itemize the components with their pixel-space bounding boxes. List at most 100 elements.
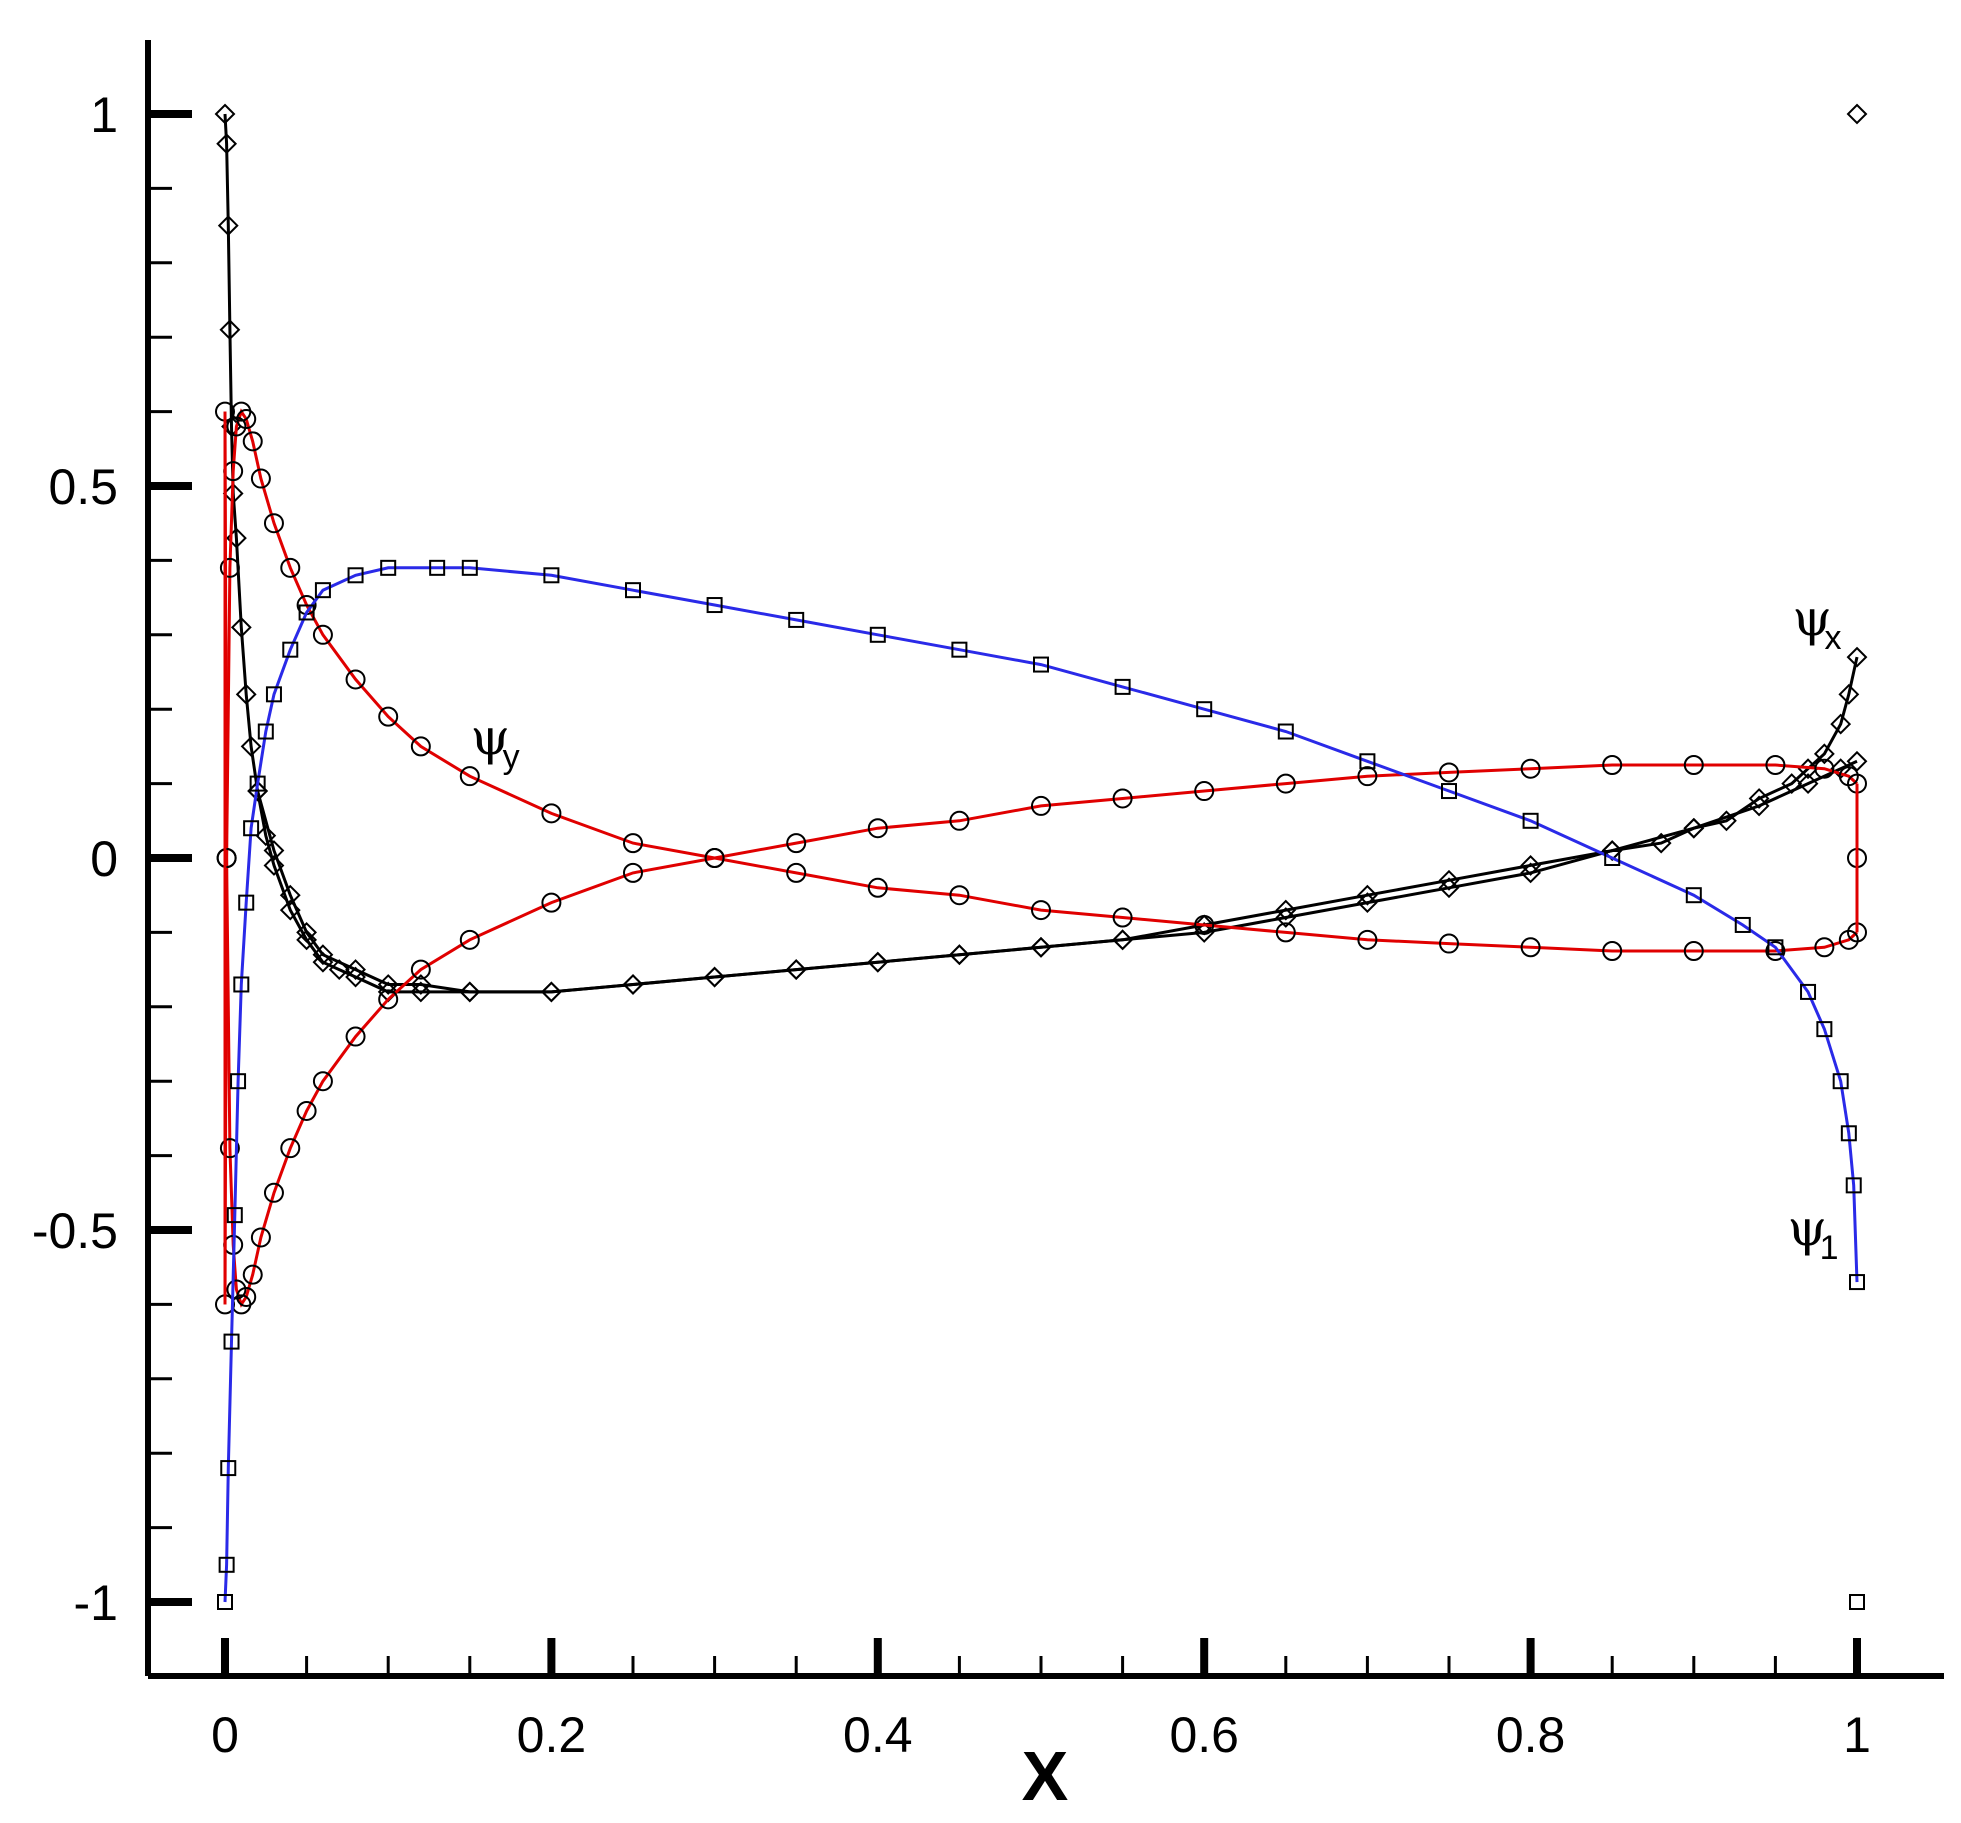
annotation-subscript: x — [1825, 619, 1842, 657]
diamond-marker — [540, 981, 562, 1003]
circle-marker — [867, 818, 888, 839]
circle-marker — [1112, 788, 1133, 809]
annotation-symbol: ψ — [1793, 589, 1832, 647]
circle-marker — [1439, 762, 1459, 783]
x-tick-label: 0 — [211, 1707, 239, 1763]
diamond-marker — [255, 825, 277, 847]
square-marker — [1604, 850, 1621, 866]
circle-marker — [1765, 755, 1786, 775]
circle-marker — [236, 409, 257, 430]
square-marker — [257, 723, 274, 740]
diamond-marker — [312, 944, 334, 966]
circle-marker — [280, 557, 301, 578]
circle-marker — [1602, 941, 1623, 961]
circle-marker — [541, 803, 562, 824]
square-marker — [1849, 1274, 1865, 1291]
circle-marker — [410, 736, 431, 757]
diamond-marker — [948, 944, 970, 966]
circle-marker — [1683, 755, 1704, 775]
diamond-marker — [235, 683, 257, 705]
diamond-marker — [214, 103, 236, 125]
circle-marker — [1275, 922, 1296, 943]
circle-marker — [216, 848, 237, 868]
square-marker — [380, 559, 397, 576]
diamond-marker — [410, 981, 432, 1003]
square-marker — [869, 626, 886, 643]
diamond-marker — [217, 215, 239, 237]
diamond-marker — [263, 840, 285, 861]
diamond-marker — [345, 959, 366, 981]
diamond-marker — [216, 133, 238, 155]
diamond-marker — [263, 855, 285, 876]
diamond-marker — [1193, 921, 1215, 943]
square-marker — [543, 567, 560, 584]
circle-marker — [280, 1138, 301, 1159]
diamond-marker — [345, 966, 366, 988]
circle-marker — [1814, 758, 1835, 779]
circle-marker — [623, 833, 643, 854]
circle-marker — [1031, 795, 1051, 816]
diamond-marker — [240, 735, 262, 757]
x-tick-label: 1 — [1843, 1707, 1871, 1763]
circle-marker — [250, 468, 271, 489]
square-marker — [223, 1333, 240, 1350]
diamond-marker — [230, 616, 252, 638]
annotation-symbol: ψ — [1788, 1199, 1827, 1257]
x-axis-title: X — [1022, 1737, 1069, 1815]
ticks-layer — [148, 110, 1861, 1676]
diamond-marker — [1846, 103, 1868, 125]
diamond-marker — [622, 974, 644, 995]
diamond-marker — [219, 319, 241, 341]
diamond-marker — [1846, 750, 1868, 772]
circle-marker — [378, 706, 399, 727]
diamond-marker — [1030, 936, 1052, 958]
square-marker — [218, 1556, 235, 1573]
circle-marker — [1275, 773, 1296, 794]
circle-marker — [296, 1100, 317, 1121]
circle-marker — [242, 431, 263, 452]
circle-marker — [236, 1286, 257, 1307]
series-psi_x_lower — [247, 750, 1868, 1003]
square-marker — [226, 1207, 243, 1224]
square-marker — [1845, 1177, 1862, 1194]
diamond-marker — [296, 921, 318, 943]
circle-marker — [250, 1227, 271, 1248]
square-marker — [788, 611, 805, 628]
x-tick-label: 0.6 — [1169, 1707, 1239, 1763]
series-line-psi_1 — [223, 566, 1859, 1603]
circle-marker — [219, 557, 240, 578]
square-marker — [314, 582, 331, 599]
square-marker — [1196, 701, 1213, 718]
circle-marker — [263, 513, 284, 534]
circle-marker — [219, 1138, 240, 1159]
circle-marker — [312, 1071, 333, 1092]
square-marker — [1816, 1021, 1833, 1038]
diamond-marker — [1748, 795, 1770, 817]
square-marker — [243, 820, 260, 837]
circle-marker — [1194, 914, 1215, 935]
square-marker — [233, 976, 250, 993]
diamond-marker — [296, 929, 318, 951]
series-line-psi_x_lower — [256, 759, 1858, 994]
circle-marker — [1683, 941, 1704, 961]
annotation-symbol: ψ — [471, 708, 510, 766]
square-marker — [282, 641, 299, 658]
circle-marker — [1602, 755, 1623, 775]
circle-marker — [541, 892, 562, 913]
square-marker — [1522, 812, 1539, 829]
series-line-psi_y — [223, 408, 1859, 1305]
square-marker — [238, 894, 255, 911]
diamond-marker — [312, 951, 334, 973]
diamond-marker — [1275, 899, 1297, 921]
square-marker — [1359, 753, 1376, 770]
square-marker — [265, 686, 282, 703]
square-marker — [1832, 1073, 1849, 1090]
diamond-marker — [785, 959, 807, 981]
square-marker — [1441, 783, 1457, 800]
diamond-marker — [867, 951, 889, 973]
circle-marker — [459, 929, 480, 950]
circle-marker — [949, 885, 970, 906]
diamond-marker — [1438, 877, 1460, 899]
